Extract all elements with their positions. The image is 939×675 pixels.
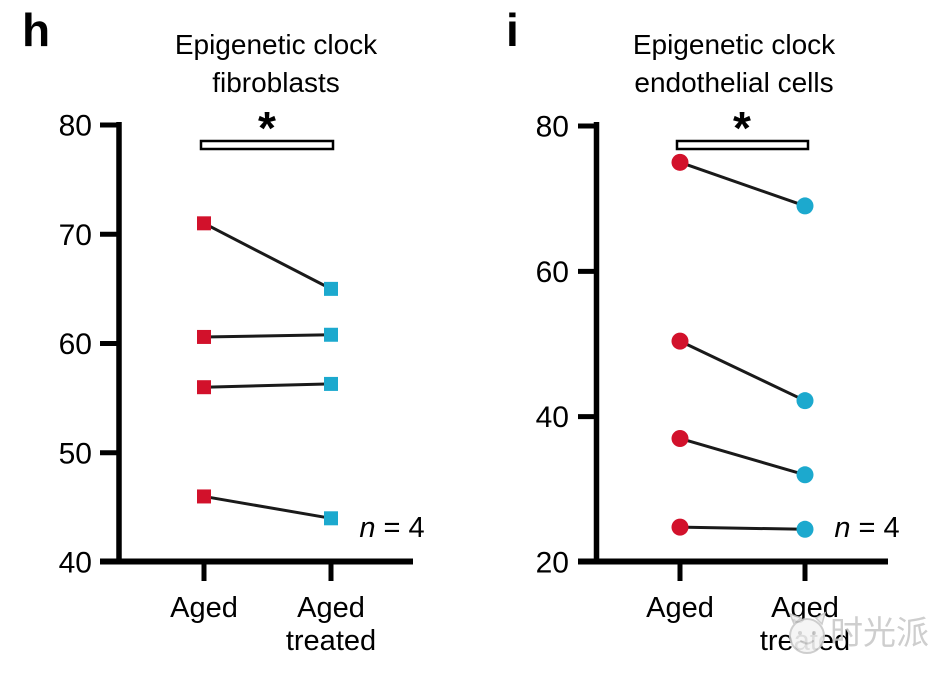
watermark-logo-icon: [788, 611, 827, 654]
sample-size-label: n = 4: [834, 512, 899, 544]
sample-size-label: n = 4: [359, 512, 424, 544]
pair-connector-line: [203, 221, 332, 291]
watermark-text: 时光派: [830, 614, 929, 651]
pair-connector-line: [203, 494, 332, 520]
significance-star: *: [258, 102, 276, 154]
panel-i-title: Epigenetic clock endothelial cells: [604, 26, 864, 102]
panel-i-plot: 80604020AgedAgedtreated*n = 4: [536, 102, 900, 657]
y-tick-label: 80: [59, 110, 92, 143]
data-point-treated: [796, 392, 814, 410]
data-point-treated: [796, 197, 814, 215]
significance-bar: [199, 139, 335, 151]
panel-h-title-line1: Epigenetic clock: [174, 29, 378, 60]
x-category-label: treated: [286, 625, 376, 657]
data-point-aged: [197, 216, 211, 231]
y-tick-label: 60: [536, 256, 569, 289]
pair-connector-line: [203, 382, 332, 389]
pair-connector-line: [679, 437, 806, 477]
data-point-aged: [671, 518, 689, 536]
data-point-treated: [796, 520, 814, 538]
significance-star: *: [733, 102, 751, 154]
y-tick-label: 50: [59, 437, 92, 470]
data-point-treated: [324, 281, 338, 296]
pair-connector-line: [203, 333, 332, 339]
panel-h-title-line2: fibroblasts: [212, 67, 340, 98]
y-tick-label: 70: [59, 219, 92, 252]
panel-i-title-line2: endothelial cells: [634, 67, 834, 98]
x-category-label: Aged: [646, 592, 714, 624]
data-point-aged: [197, 489, 211, 504]
data-point-aged: [671, 429, 689, 447]
pair-connector-line: [679, 160, 806, 208]
data-point-aged: [671, 332, 689, 350]
y-tick-label: 40: [59, 547, 92, 580]
y-tick-label: 60: [59, 328, 92, 361]
panel-h-label: h: [22, 4, 51, 56]
x-category-label: Aged: [297, 592, 365, 624]
data-point-treated: [324, 376, 338, 391]
y-tick-label: 40: [536, 401, 569, 434]
data-point-treated: [796, 466, 814, 484]
x-category-label: Aged: [170, 592, 238, 624]
pair-connector-line: [679, 525, 806, 531]
data-point-treated: [324, 327, 338, 342]
watermark: 时光派: [786, 610, 929, 656]
data-point-treated: [324, 511, 338, 526]
panel-h-title: Epigenetic clock fibroblasts: [146, 26, 406, 102]
panel-i-label: i: [506, 4, 519, 56]
data-point-aged: [671, 153, 689, 171]
data-point-aged: [197, 380, 211, 395]
y-tick-label: 20: [536, 547, 569, 580]
panel-i-title-line1: Epigenetic clock: [632, 29, 836, 60]
y-tick-label: 80: [536, 111, 569, 144]
significance-bar: [675, 139, 810, 151]
data-point-aged: [197, 329, 211, 344]
pair-connector-line: [679, 339, 806, 403]
